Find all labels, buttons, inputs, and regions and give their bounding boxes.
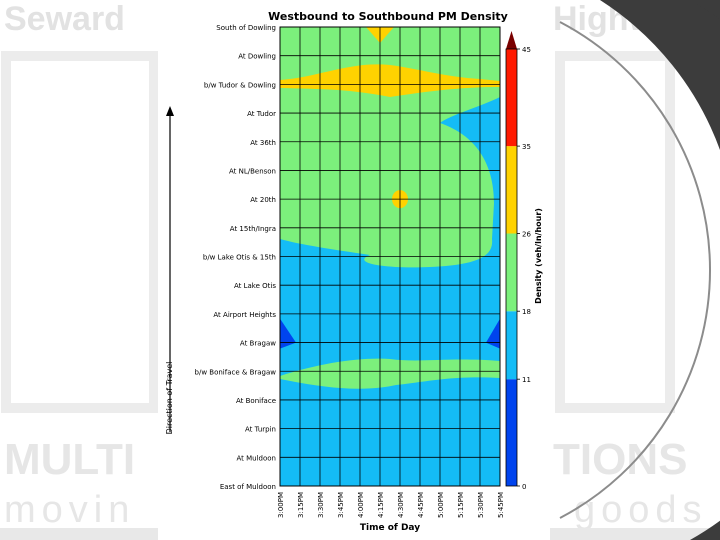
y-tick-label: At Boniface xyxy=(236,397,276,405)
y-tick-label: At Airport Heights xyxy=(213,311,276,319)
density-region-yellow-band xyxy=(280,64,500,97)
colorbar-frame xyxy=(505,48,518,487)
y-tick-label: b/w Lake Otis & 15th xyxy=(203,254,276,262)
x-tick-label: 4:15PM xyxy=(377,492,385,518)
y-tick-label: At 36th xyxy=(250,139,276,147)
heatmap-svg: Westbound to Southbound PM Density South… xyxy=(165,10,543,533)
colorbar-segment xyxy=(506,49,517,147)
y-tick-label: At 20th xyxy=(250,196,276,204)
bg-bottom-left: MULTI xyxy=(4,435,135,484)
y-tick-label: At Dowling xyxy=(238,53,276,61)
x-tick-label: 3:30PM xyxy=(317,492,325,518)
x-tick-label: 4:00PM xyxy=(357,492,365,518)
colorbar-extend-triangle xyxy=(506,31,517,49)
y-tick-label: At Turpin xyxy=(245,426,276,434)
x-tick-label: 3:15PM xyxy=(297,492,305,518)
y-tick-label: South of Dowling xyxy=(216,24,276,32)
colorbar-tick-label: 26 xyxy=(522,231,531,239)
x-tick-label: 3:00PM xyxy=(277,492,285,518)
bg-tag-left: movin xyxy=(4,489,135,531)
density-region-upper-green xyxy=(280,27,500,268)
density-region-lower-green xyxy=(280,358,500,389)
x-tick-label: 5:00PM xyxy=(437,492,445,518)
colorbar-tick-label: 35 xyxy=(522,143,531,151)
y-tick-label: At Muldoon xyxy=(236,454,276,462)
colorbar-label: Density (veh/ln/hour) xyxy=(534,208,543,304)
density-corner-blue-left xyxy=(280,318,296,349)
x-tick-label: 4:45PM xyxy=(417,492,425,518)
x-axis-label: Time of Day xyxy=(360,523,420,533)
colorbar-segment xyxy=(506,311,517,380)
colorbar-tick-label: 11 xyxy=(522,376,531,384)
plot-frame xyxy=(279,26,501,487)
y-tick-label: East of Muldoon xyxy=(220,483,276,491)
colorbar-tick-label: 45 xyxy=(522,46,531,54)
x-tick-label: 3:45PM xyxy=(337,492,345,518)
y-tick-label: At 15th/Ingra xyxy=(230,225,276,233)
y-tick-label: b/w Tudor & Dowling xyxy=(204,81,276,89)
y-tick-label: b/w Boniface & Bragaw xyxy=(195,368,277,376)
y-tick-label: At Bragaw xyxy=(240,340,276,348)
x-tick-label: 5:15PM xyxy=(457,492,465,518)
direction-arrow-head xyxy=(166,106,174,116)
colorbar-segment xyxy=(506,379,517,486)
y-tick-label: At Lake Otis xyxy=(234,282,276,290)
y-tick-label: At Tudor xyxy=(247,110,276,118)
y-tick-label: At NL/Benson xyxy=(229,167,276,175)
colorbar-tick-label: 18 xyxy=(522,308,531,316)
heatmap-figure: Westbound to Southbound PM Density South… xyxy=(158,0,550,540)
x-tick-label: 5:45PM xyxy=(497,492,505,518)
bg-tag-right: goods xyxy=(574,489,708,531)
bg-title-left: Seward xyxy=(4,0,125,38)
colorbar-segment xyxy=(506,233,517,312)
chart-title: Westbound to Southbound PM Density xyxy=(268,10,508,23)
density-corner-blue-right xyxy=(486,318,500,349)
x-tick-label: 5:30PM xyxy=(477,492,485,518)
y-axis-label: Direction of Travel xyxy=(165,362,174,435)
colorbar-tick-label: 0 xyxy=(522,483,526,491)
x-tick-label: 4:30PM xyxy=(397,492,405,518)
colorbar-segment xyxy=(506,146,517,234)
